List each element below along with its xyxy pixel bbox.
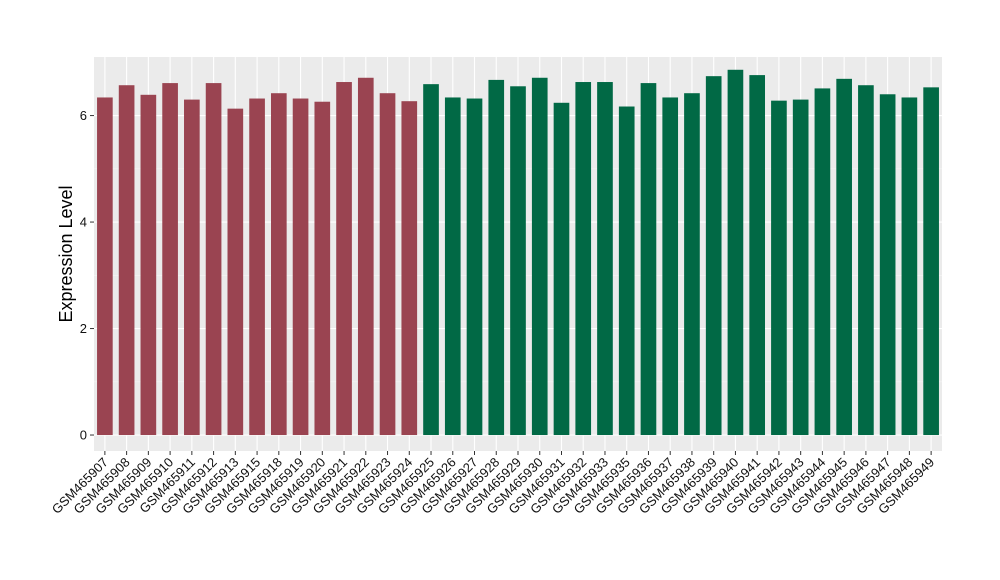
- y-tick-label: 2: [80, 321, 87, 336]
- bar-GSM465939: [705, 76, 722, 436]
- bar-GSM465945: [836, 78, 852, 436]
- bar-GSM465943: [792, 99, 809, 436]
- bar-GSM465941: [749, 75, 766, 436]
- bar-GSM465937: [662, 97, 679, 436]
- bar-GSM465931: [553, 102, 570, 436]
- bar-GSM465918: [270, 93, 287, 436]
- bar-GSM465928: [488, 79, 505, 436]
- bar-GSM465936: [640, 83, 657, 436]
- bar-GSM465948: [901, 97, 918, 436]
- bar-GSM465927: [466, 98, 483, 436]
- bar-GSM465919: [292, 98, 309, 436]
- bar-GSM465908: [118, 85, 135, 436]
- bar-GSM465915: [249, 98, 265, 436]
- x-axis: GSM465907GSM465908GSM465909GSM465910GSM4…: [49, 451, 937, 517]
- bar-GSM465947: [879, 94, 896, 436]
- bar-GSM465926: [444, 97, 461, 436]
- bar-GSM465924: [401, 101, 418, 436]
- bar-GSM465940: [727, 69, 744, 436]
- bar-GSM465912: [205, 83, 222, 436]
- bar-GSM465921: [336, 82, 352, 436]
- y-axis: 0 2 4 6: [80, 108, 94, 443]
- y-tick-label: 6: [80, 108, 87, 123]
- bar-GSM465910: [162, 83, 178, 436]
- bar-GSM465944: [814, 88, 831, 436]
- bar-GSM465911: [184, 99, 200, 436]
- bar-series: [97, 69, 939, 436]
- bar-GSM465935: [618, 106, 635, 436]
- bar-GSM465930: [531, 77, 548, 436]
- bar-GSM465907: [97, 97, 113, 436]
- bar-GSM465929: [510, 86, 526, 436]
- y-tick-label: 0: [80, 428, 87, 443]
- y-axis-title: Expression Level: [56, 185, 76, 322]
- bar-GSM465932: [575, 82, 592, 436]
- bar-GSM465923: [379, 93, 396, 436]
- bar-GSM465938: [684, 93, 700, 436]
- bar-GSM465942: [771, 100, 787, 436]
- y-tick-label: 4: [80, 215, 87, 230]
- bar-GSM465949: [923, 87, 939, 436]
- bar-GSM465909: [140, 94, 157, 436]
- bar-GSM465933: [597, 82, 613, 436]
- bar-GSM465925: [423, 84, 439, 436]
- bar-GSM465946: [858, 85, 874, 436]
- bar-GSM465922: [357, 77, 374, 436]
- bar-GSM465913: [227, 108, 244, 436]
- bar-GSM465920: [314, 101, 331, 436]
